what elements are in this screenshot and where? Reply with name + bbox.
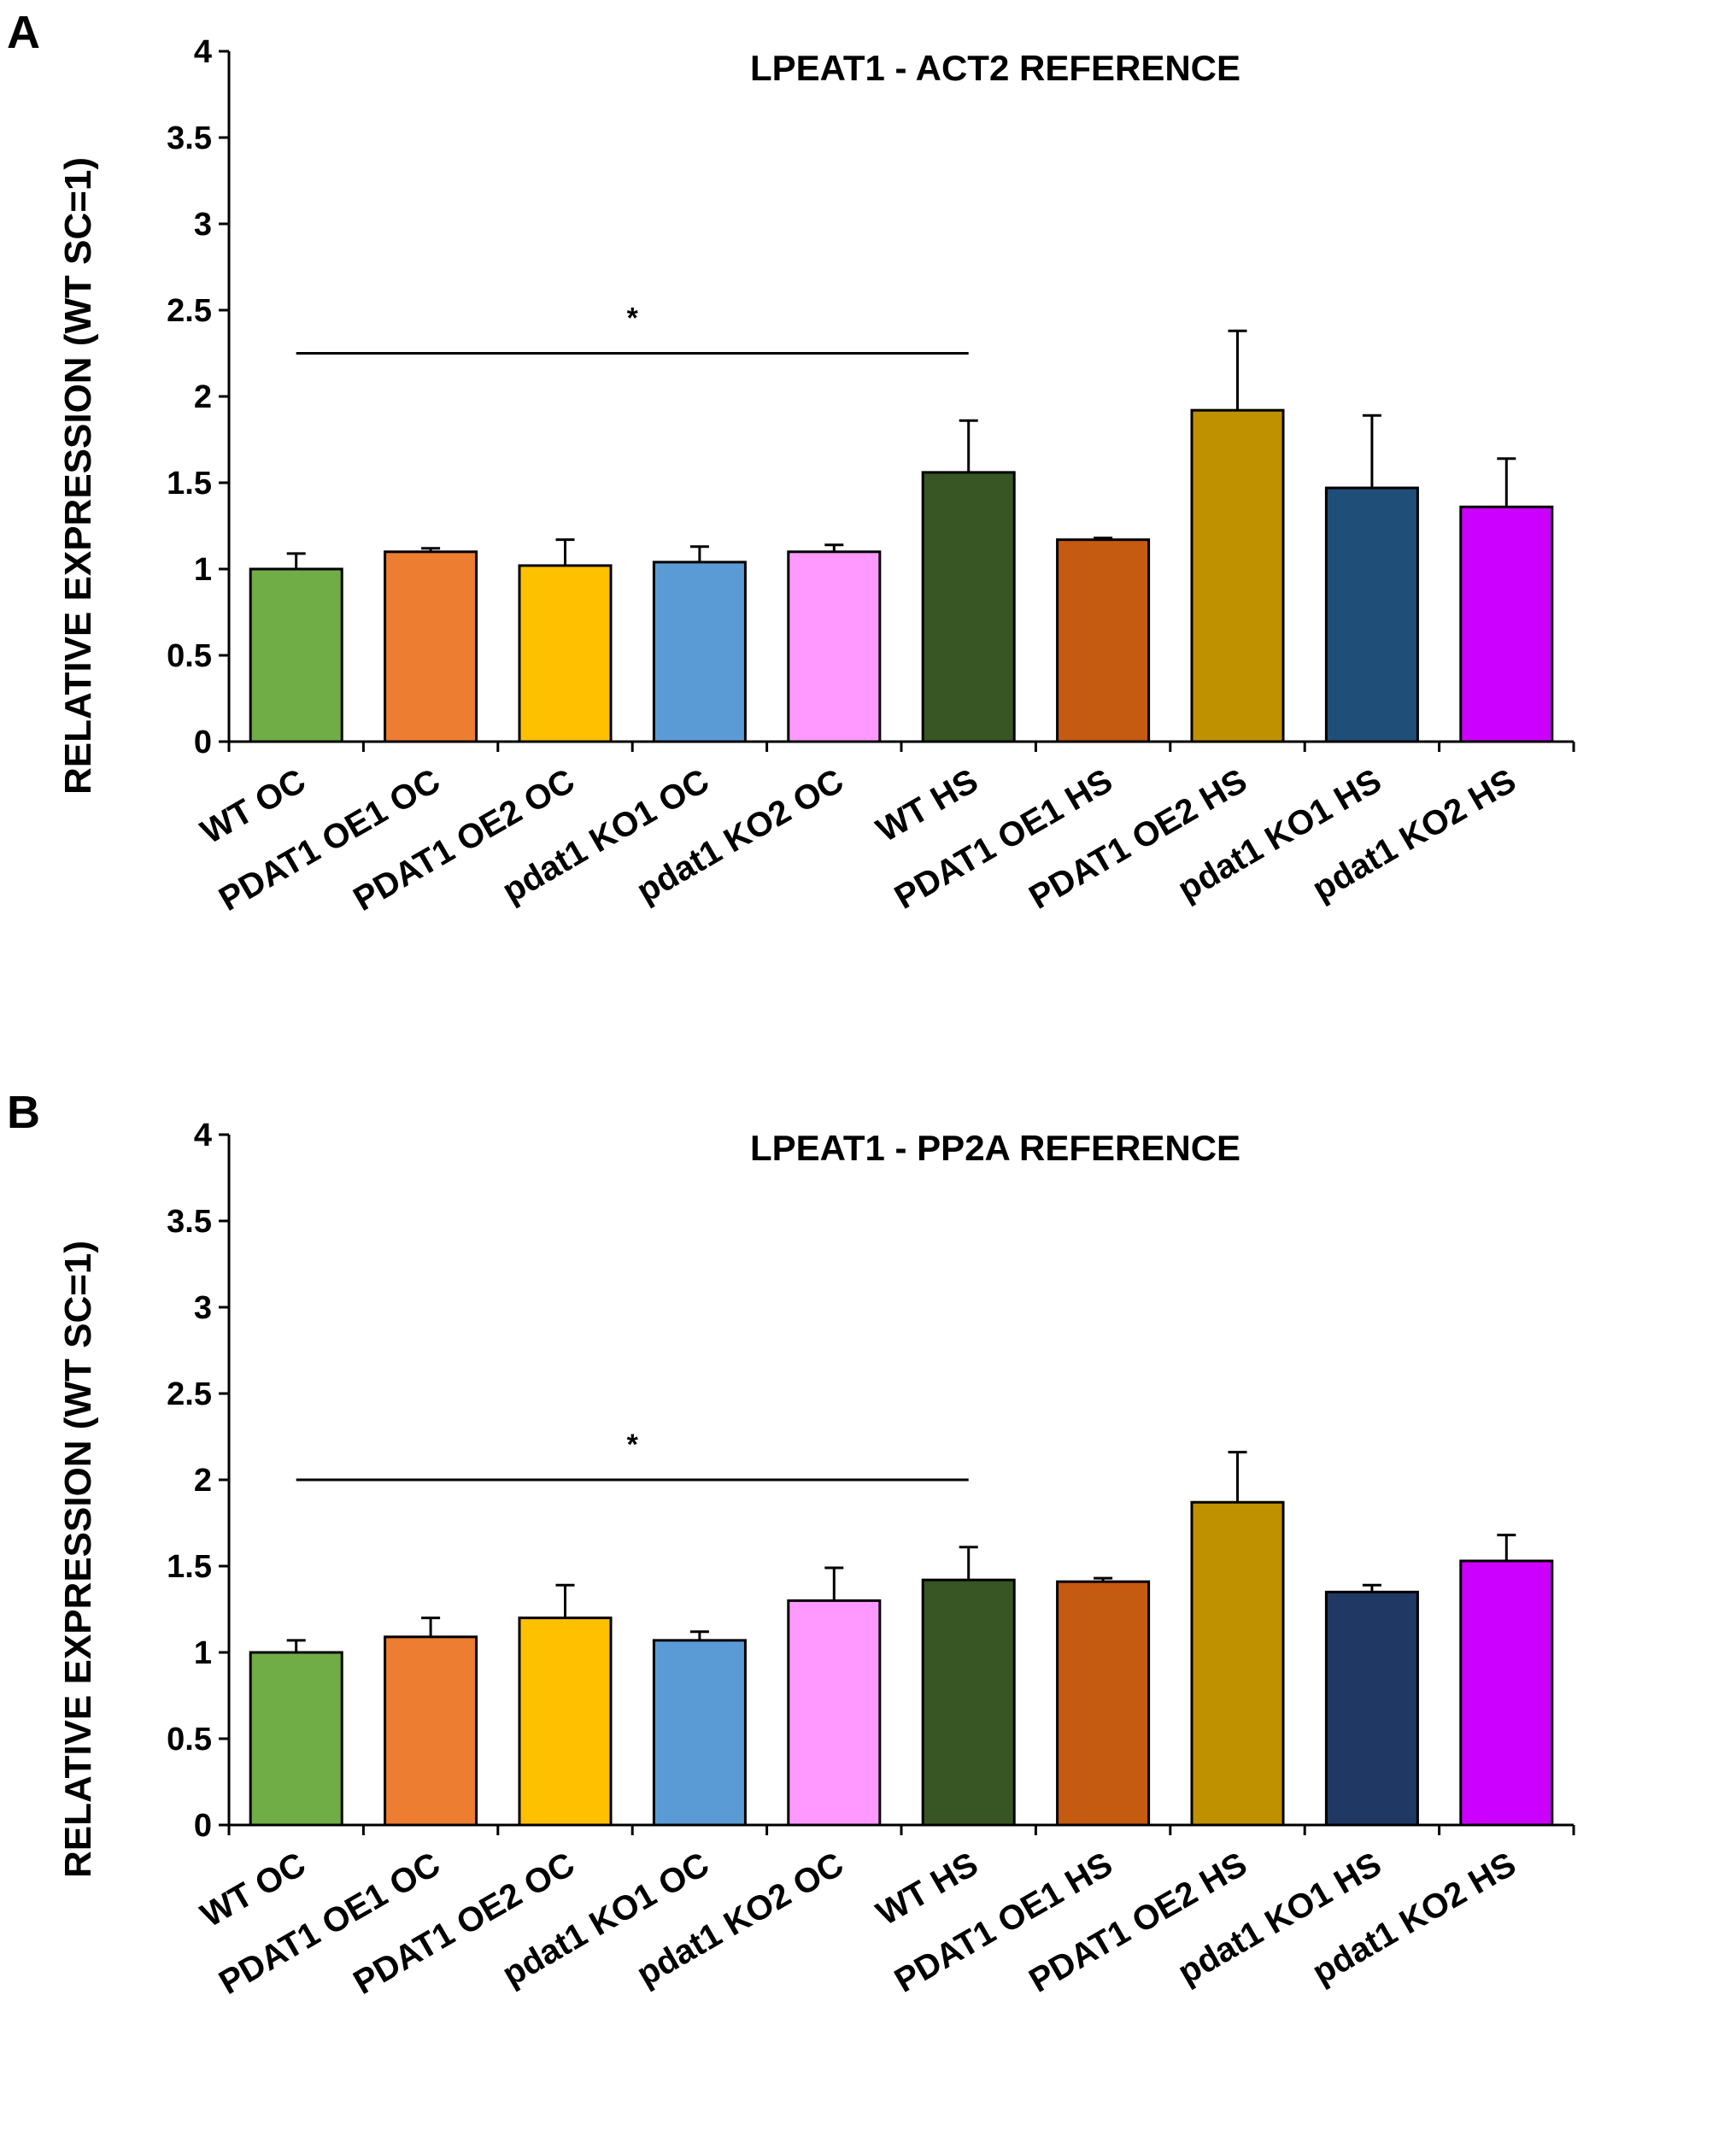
y-tick-label: 0.5	[167, 1722, 212, 1758]
bar	[384, 1635, 478, 1827]
bar	[1190, 1500, 1285, 1827]
bar	[1459, 505, 1554, 743]
y-tick-label: 3	[194, 1290, 212, 1326]
bar	[384, 550, 478, 743]
x-tick-label: PDAT1 OE2 OC	[347, 762, 581, 918]
chart-title: LPEAT1 - PP2A REFERENCE	[750, 1128, 1240, 1168]
x-tick-label: PDAT1 OE1 HS	[889, 1846, 1119, 2000]
y-tick-label: 4	[194, 1118, 212, 1153]
panel-letter: A	[7, 7, 40, 58]
bar	[1056, 538, 1151, 743]
x-tick-label: PDAT1 OE1 OC	[213, 762, 447, 918]
bar	[921, 1578, 1016, 1827]
chart-title: LPEAT1 - ACT2 REFERENCE	[750, 48, 1240, 88]
bar	[1459, 1559, 1554, 1827]
y-tick-label: 4	[194, 34, 212, 70]
panel-a: A LPEAT1 - ACT2 REFERENCE RELATIVE EXPRE…	[7, 7, 1575, 918]
significance-marker: *	[627, 302, 639, 335]
y-tick-label: 2.5	[167, 1376, 212, 1412]
y-tick-label: 2.5	[167, 293, 212, 329]
y-tick-label: 0	[194, 1808, 212, 1844]
bar	[1324, 486, 1419, 743]
bar	[249, 567, 343, 743]
significance-marker: *	[627, 1429, 639, 1461]
y-tick-label: 1	[194, 1635, 212, 1671]
y-tick-label: 3	[194, 207, 212, 243]
y-axis-label: RELATIVE EXPRESSION (WT SC=1)	[57, 1241, 99, 1878]
x-tick-label: PDAT1 OE2 HS	[1023, 1846, 1253, 2000]
bar	[249, 1651, 343, 1827]
y-tick-label: 1	[194, 552, 212, 588]
bar	[518, 564, 613, 743]
y-tick-label: 0.5	[167, 638, 212, 674]
bar	[921, 471, 1016, 743]
y-tick-label: 3.5	[167, 1204, 212, 1240]
y-tick-label: 3.5	[167, 120, 212, 156]
bar	[518, 1617, 613, 1827]
x-tick-label: WT HS	[871, 762, 985, 850]
y-tick-label: 1.5	[167, 1549, 212, 1585]
x-tick-label: PDAT1 OE1 OC	[213, 1846, 447, 2002]
bar	[1056, 1580, 1151, 1827]
y-tick-label: 2	[194, 379, 212, 415]
panel-b: B LPEAT1 - PP2A REFERENCE RELATIVE EXPRE…	[7, 1087, 1575, 2002]
x-tick-label: PDAT1 OE1 HS	[889, 762, 1119, 917]
bar	[787, 1599, 882, 1827]
y-tick-label: 0	[194, 725, 212, 760]
bar	[787, 550, 882, 743]
panel-letter: B	[7, 1087, 40, 1138]
bar	[1190, 408, 1285, 743]
x-tick-label: WT HS	[871, 1846, 985, 1934]
bar	[1324, 1590, 1419, 1827]
y-tick-label: 2	[194, 1463, 212, 1499]
x-tick-label: PDAT1 OE2 OC	[347, 1846, 581, 2002]
bar	[652, 1639, 747, 1827]
x-tick-label: PDAT1 OE2 HS	[1023, 762, 1253, 917]
y-axis-label: RELATIVE EXPRESSION (WT SC=1)	[57, 157, 99, 795]
bar	[652, 560, 747, 743]
y-tick-label: 1.5	[167, 466, 212, 502]
